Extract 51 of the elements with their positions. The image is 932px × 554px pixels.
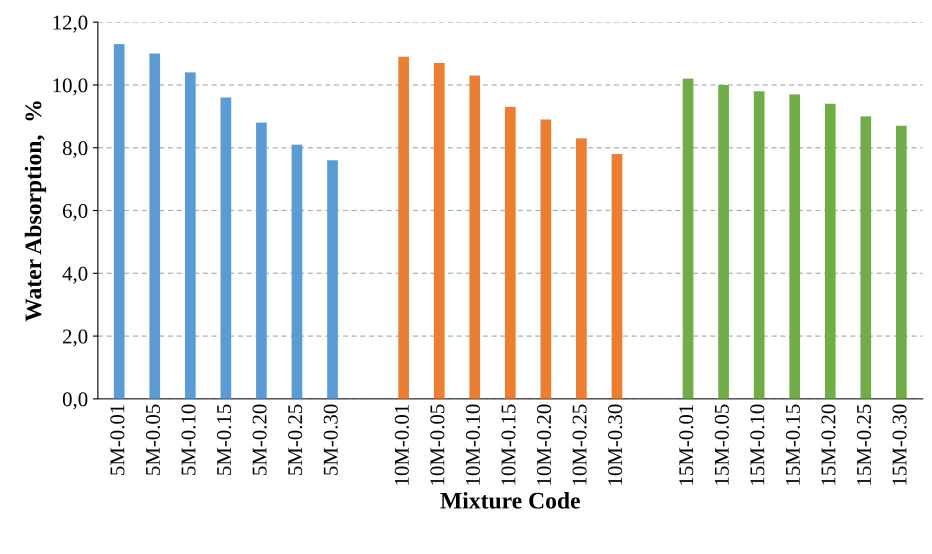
bar — [398, 56, 409, 399]
bar — [789, 94, 800, 399]
y-tick-label: 0,0 — [62, 392, 88, 410]
bar — [860, 116, 872, 399]
x-tick-label: 5M-0.30 — [324, 404, 338, 475]
bar — [469, 76, 480, 399]
x-tick-label: 15M-0.30 — [892, 404, 907, 485]
bar — [220, 98, 232, 399]
bar — [612, 154, 622, 399]
bar — [754, 91, 764, 399]
x-tick-label: 5M-0.10 — [181, 404, 196, 475]
x-axis-title: Mixture Code — [440, 492, 580, 509]
bar — [184, 72, 196, 399]
bar — [256, 122, 267, 399]
x-tick-label: 10M-0.15 — [501, 404, 516, 485]
bar — [896, 126, 907, 399]
x-tick-label: 5M-0.01 — [110, 404, 124, 475]
x-tick-label: 15M-0.05 — [714, 404, 729, 485]
y-tick-label: 8,0 — [62, 141, 88, 158]
x-tick-label: 10M-0.20 — [536, 404, 552, 485]
x-tick-label: 10M-0.01 — [394, 404, 409, 485]
bar — [504, 106, 516, 399]
bar — [682, 78, 694, 399]
x-tick-label: 10M-0.25 — [572, 404, 587, 485]
bar — [434, 62, 444, 399]
x-tick-label: 5M-0.05 — [146, 404, 160, 475]
y-tick-label: 2,0 — [63, 329, 88, 347]
bar — [576, 138, 587, 399]
x-tick-label: 15M-0.10 — [750, 404, 764, 485]
x-tick-label: 5M-0.15 — [217, 404, 232, 475]
bar — [149, 54, 160, 399]
x-tick-label: 15M-0.15 — [786, 404, 800, 485]
x-tick-label: 10M-0.05 — [430, 404, 444, 485]
x-tick-label: 10M-0.10 — [466, 404, 480, 485]
y-tick-label: 4,0 — [62, 266, 88, 284]
bar — [718, 84, 729, 399]
bar — [824, 104, 836, 399]
x-tick-label: 15M-0.25 — [856, 404, 872, 485]
y-tick-label: 12,0 — [54, 16, 88, 33]
bar — [327, 160, 338, 399]
x-tick-label: 5M-0.20 — [252, 404, 267, 475]
x-tick-label: 15M-0.01 — [679, 404, 694, 485]
y-tick-label: 6,0 — [62, 204, 88, 221]
bar — [540, 119, 552, 399]
x-tick-label: 5M-0.25 — [288, 404, 302, 475]
bar — [292, 144, 302, 399]
bar — [114, 44, 125, 399]
y-axis-title: Water Absorption, % — [24, 101, 46, 322]
y-tick-label: 10,0 — [54, 78, 88, 96]
x-tick-label: 15M-0.20 — [821, 404, 836, 485]
x-tick-label: 10M-0.30 — [608, 404, 622, 485]
